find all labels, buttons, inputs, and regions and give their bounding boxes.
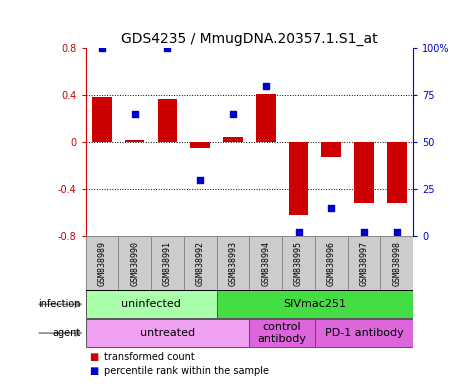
Text: GSM838991: GSM838991 xyxy=(163,240,172,286)
Bar xyxy=(380,236,413,290)
Text: GSM838989: GSM838989 xyxy=(97,240,106,286)
Point xyxy=(328,205,335,211)
Text: GSM838995: GSM838995 xyxy=(294,240,303,286)
Bar xyxy=(223,137,243,142)
Bar xyxy=(92,98,112,142)
Point xyxy=(360,229,368,235)
Text: ■: ■ xyxy=(90,352,103,362)
Bar xyxy=(86,236,118,290)
Point xyxy=(196,177,204,183)
Bar xyxy=(249,236,282,290)
Point xyxy=(131,111,139,117)
Bar xyxy=(184,236,217,290)
Text: GSM838994: GSM838994 xyxy=(261,240,270,286)
Bar xyxy=(217,291,413,318)
Bar xyxy=(387,142,407,203)
Bar xyxy=(217,236,249,290)
Text: untreated: untreated xyxy=(140,328,195,338)
Text: transformed count: transformed count xyxy=(104,352,195,362)
Text: GSM838997: GSM838997 xyxy=(360,240,369,286)
Bar xyxy=(118,236,151,290)
Bar xyxy=(289,142,308,215)
Bar xyxy=(86,291,217,318)
Text: GSM838992: GSM838992 xyxy=(196,240,205,286)
Bar xyxy=(249,319,315,347)
Text: GSM838996: GSM838996 xyxy=(327,240,336,286)
Title: GDS4235 / MmugDNA.20357.1.S1_at: GDS4235 / MmugDNA.20357.1.S1_at xyxy=(121,31,378,46)
Text: SIVmac251: SIVmac251 xyxy=(284,299,346,310)
Text: infection: infection xyxy=(38,299,81,310)
Text: GSM838990: GSM838990 xyxy=(130,240,139,286)
Bar xyxy=(354,142,374,203)
Bar xyxy=(151,236,184,290)
Point xyxy=(294,229,302,235)
Bar xyxy=(282,236,315,290)
Bar xyxy=(158,99,177,142)
Text: percentile rank within the sample: percentile rank within the sample xyxy=(104,366,269,376)
Bar xyxy=(315,319,413,347)
Text: uninfected: uninfected xyxy=(121,299,181,310)
Text: GSM838998: GSM838998 xyxy=(392,240,401,286)
Bar xyxy=(256,94,276,142)
Bar xyxy=(315,236,348,290)
Point xyxy=(98,45,105,51)
Point xyxy=(393,229,400,235)
Point xyxy=(163,45,171,51)
Text: ■: ■ xyxy=(90,366,103,376)
Bar xyxy=(348,236,380,290)
Text: control
antibody: control antibody xyxy=(257,322,307,344)
Bar xyxy=(190,142,210,148)
Point xyxy=(262,83,270,89)
Text: agent: agent xyxy=(53,328,81,338)
Bar xyxy=(322,142,341,157)
Bar xyxy=(125,140,144,142)
Bar xyxy=(86,319,249,347)
Text: PD-1 antibody: PD-1 antibody xyxy=(325,328,403,338)
Point xyxy=(229,111,237,117)
Text: GSM838993: GSM838993 xyxy=(228,240,238,286)
